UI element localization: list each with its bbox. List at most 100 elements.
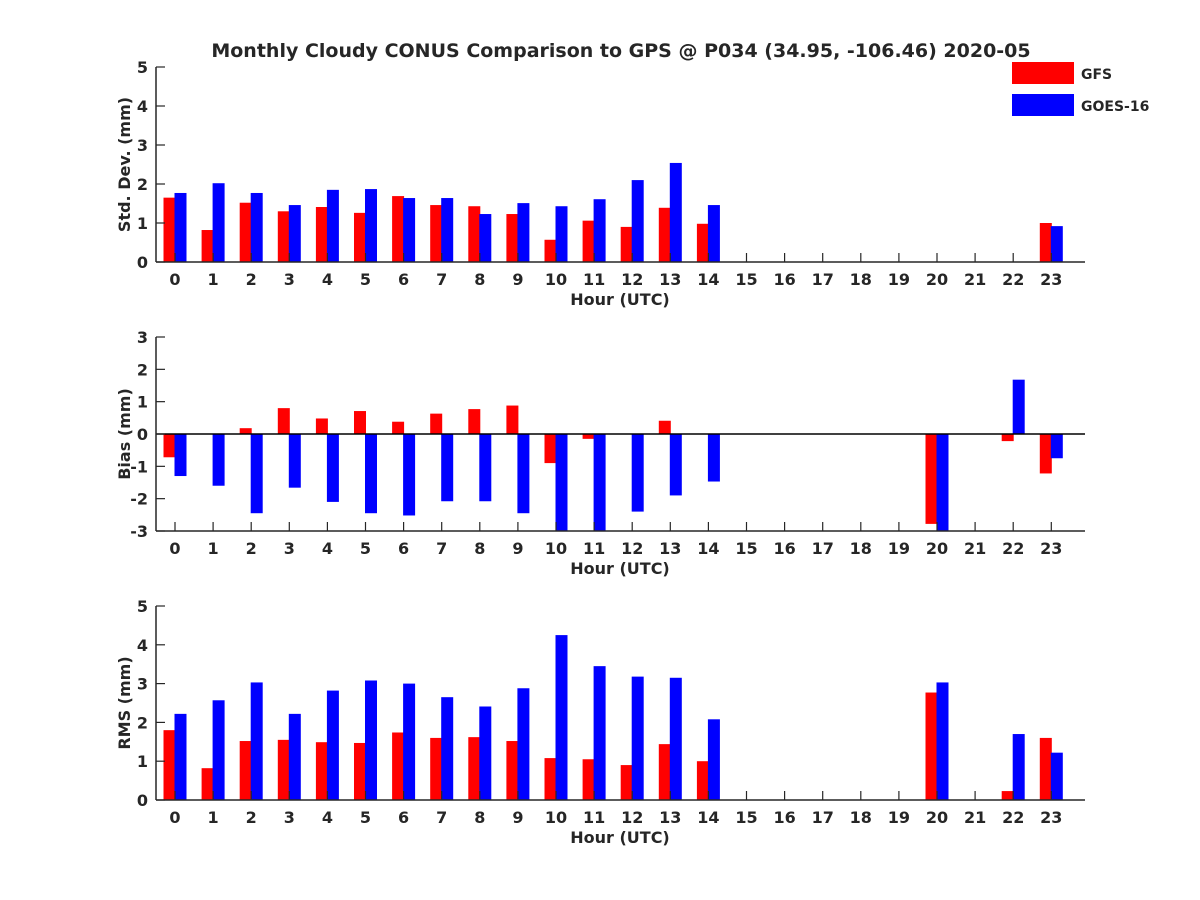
x-tick-label: 13 — [659, 808, 681, 827]
bar-gfs-hour-12 — [620, 765, 633, 800]
bar-goes16-hour-0 — [174, 434, 187, 477]
bar-goes16-hour-9 — [517, 688, 530, 800]
x-tick-label: 19 — [888, 270, 910, 289]
x-tick-label: 18 — [850, 539, 872, 558]
x-tick-label: 7 — [436, 270, 447, 289]
x-tick-label: 11 — [583, 270, 605, 289]
x-tick-label: 5 — [360, 539, 371, 558]
bar-gfs-hour-11 — [582, 759, 595, 800]
x-tick-label: 8 — [474, 539, 485, 558]
x-tick-label: 1 — [208, 539, 219, 558]
x-tick-label: 12 — [621, 270, 643, 289]
x-tick-label: 3 — [284, 270, 295, 289]
bar-goes16-hour-5 — [365, 189, 377, 262]
bar-goes16-hour-11 — [593, 666, 606, 800]
bar-goes16-hour-12 — [631, 676, 644, 800]
bar-gfs-hour-0 — [163, 434, 176, 458]
bar-goes16-hour-14 — [707, 719, 720, 800]
bar-gfs-hour-5 — [354, 411, 366, 434]
x-tick-label: 16 — [773, 808, 795, 827]
x-tick-label: 13 — [659, 270, 681, 289]
x-tick-label: 1 — [208, 270, 219, 289]
y-tick-label: 4 — [137, 97, 148, 116]
x-tick-label: 8 — [474, 270, 485, 289]
bar-goes16-hour-2 — [250, 434, 263, 514]
series-gfs — [163, 405, 1052, 524]
bar-gfs-hour-3 — [277, 739, 290, 800]
x-tick-label: 14 — [697, 539, 719, 558]
x-tick-label: 0 — [169, 270, 180, 289]
bar-gfs-hour-10 — [544, 758, 557, 800]
x-tick-label: 18 — [850, 270, 872, 289]
x-tick-label: 22 — [1002, 539, 1024, 558]
bar-gfs-hour-12 — [620, 226, 633, 262]
x-tick-label: 23 — [1040, 808, 1062, 827]
x-tick-label: 4 — [322, 270, 333, 289]
bar-gfs-hour-11 — [582, 434, 595, 439]
x-tick-label: 21 — [964, 808, 986, 827]
x-tick-label: 16 — [773, 539, 795, 558]
bar-goes16-hour-13 — [669, 162, 682, 262]
bar-goes16-hour-7 — [441, 434, 454, 502]
x-tick-label: 6 — [398, 270, 409, 289]
bar-goes16-hour-0 — [174, 192, 187, 262]
x-tick-label: 14 — [697, 270, 719, 289]
x-tick-label: 6 — [398, 808, 409, 827]
bar-gfs-hour-10 — [544, 434, 557, 464]
y-tick-label: 1 — [137, 393, 148, 412]
x-tick-label: 1 — [208, 808, 219, 827]
bar-gfs-hour-2 — [239, 741, 252, 800]
x-tick-label: 4 — [322, 539, 333, 558]
x-tick-label: 20 — [926, 539, 948, 558]
bar-gfs-hour-20 — [925, 692, 938, 800]
y-tick-label: 2 — [137, 360, 148, 379]
bar-gfs-hour-1 — [201, 768, 214, 800]
x-axis-label: Hour (UTC) — [570, 290, 670, 309]
bar-goes16-hour-4 — [326, 690, 339, 800]
bar-gfs-hour-13 — [658, 207, 671, 262]
legend: GFS GOES-16 — [1012, 62, 1149, 116]
x-tick-label: 3 — [284, 539, 295, 558]
y-tick-label: 5 — [137, 597, 148, 616]
bar-goes16-hour-1 — [212, 183, 225, 262]
bar-goes16-hour-4 — [326, 434, 339, 502]
x-tick-label: 15 — [735, 539, 757, 558]
bar-gfs-hour-14 — [696, 761, 709, 800]
bar-goes16-hour-8 — [479, 214, 492, 262]
bar-goes16-hour-3 — [288, 205, 301, 262]
bar-goes16-hour-10 — [555, 434, 568, 531]
bar-gfs-hour-14 — [696, 223, 709, 262]
bar-goes16-hour-9 — [517, 203, 530, 262]
bar-gfs-hour-8 — [468, 206, 481, 262]
bar-gfs-hour-9 — [506, 741, 519, 800]
y-tick-label: 0 — [137, 425, 148, 444]
bar-goes16-hour-1 — [212, 700, 225, 800]
bar-gfs-hour-5 — [354, 742, 366, 800]
series-goes16 — [174, 162, 1063, 262]
x-tick-label: 19 — [888, 539, 910, 558]
bar-gfs-hour-0 — [163, 730, 176, 800]
x-tick-label: 17 — [812, 539, 834, 558]
bar-gfs-hour-9 — [506, 214, 519, 262]
y-axis-label: Std. Dev. (mm) — [115, 97, 134, 232]
bar-gfs-hour-8 — [468, 409, 481, 434]
x-tick-label: 20 — [926, 270, 948, 289]
x-tick-label: 0 — [169, 539, 180, 558]
bar-goes16-hour-14 — [707, 205, 720, 262]
bar-goes16-hour-6 — [403, 198, 416, 262]
y-tick-label: 3 — [137, 675, 148, 694]
bar-goes16-hour-12 — [631, 180, 644, 262]
y-tick-label: 2 — [137, 175, 148, 194]
x-tick-label: 16 — [773, 270, 795, 289]
bar-goes16-hour-22 — [1012, 734, 1025, 800]
bar-goes16-hour-13 — [669, 434, 682, 496]
bar-gfs-hour-1 — [201, 230, 214, 262]
bar-goes16-hour-11 — [593, 199, 606, 262]
y-tick-label: 3 — [137, 136, 148, 155]
bar-goes16-hour-5 — [365, 680, 377, 800]
x-tick-label: 23 — [1040, 539, 1062, 558]
y-axis-label: Bias (mm) — [115, 388, 134, 480]
x-tick-label: 22 — [1002, 270, 1024, 289]
